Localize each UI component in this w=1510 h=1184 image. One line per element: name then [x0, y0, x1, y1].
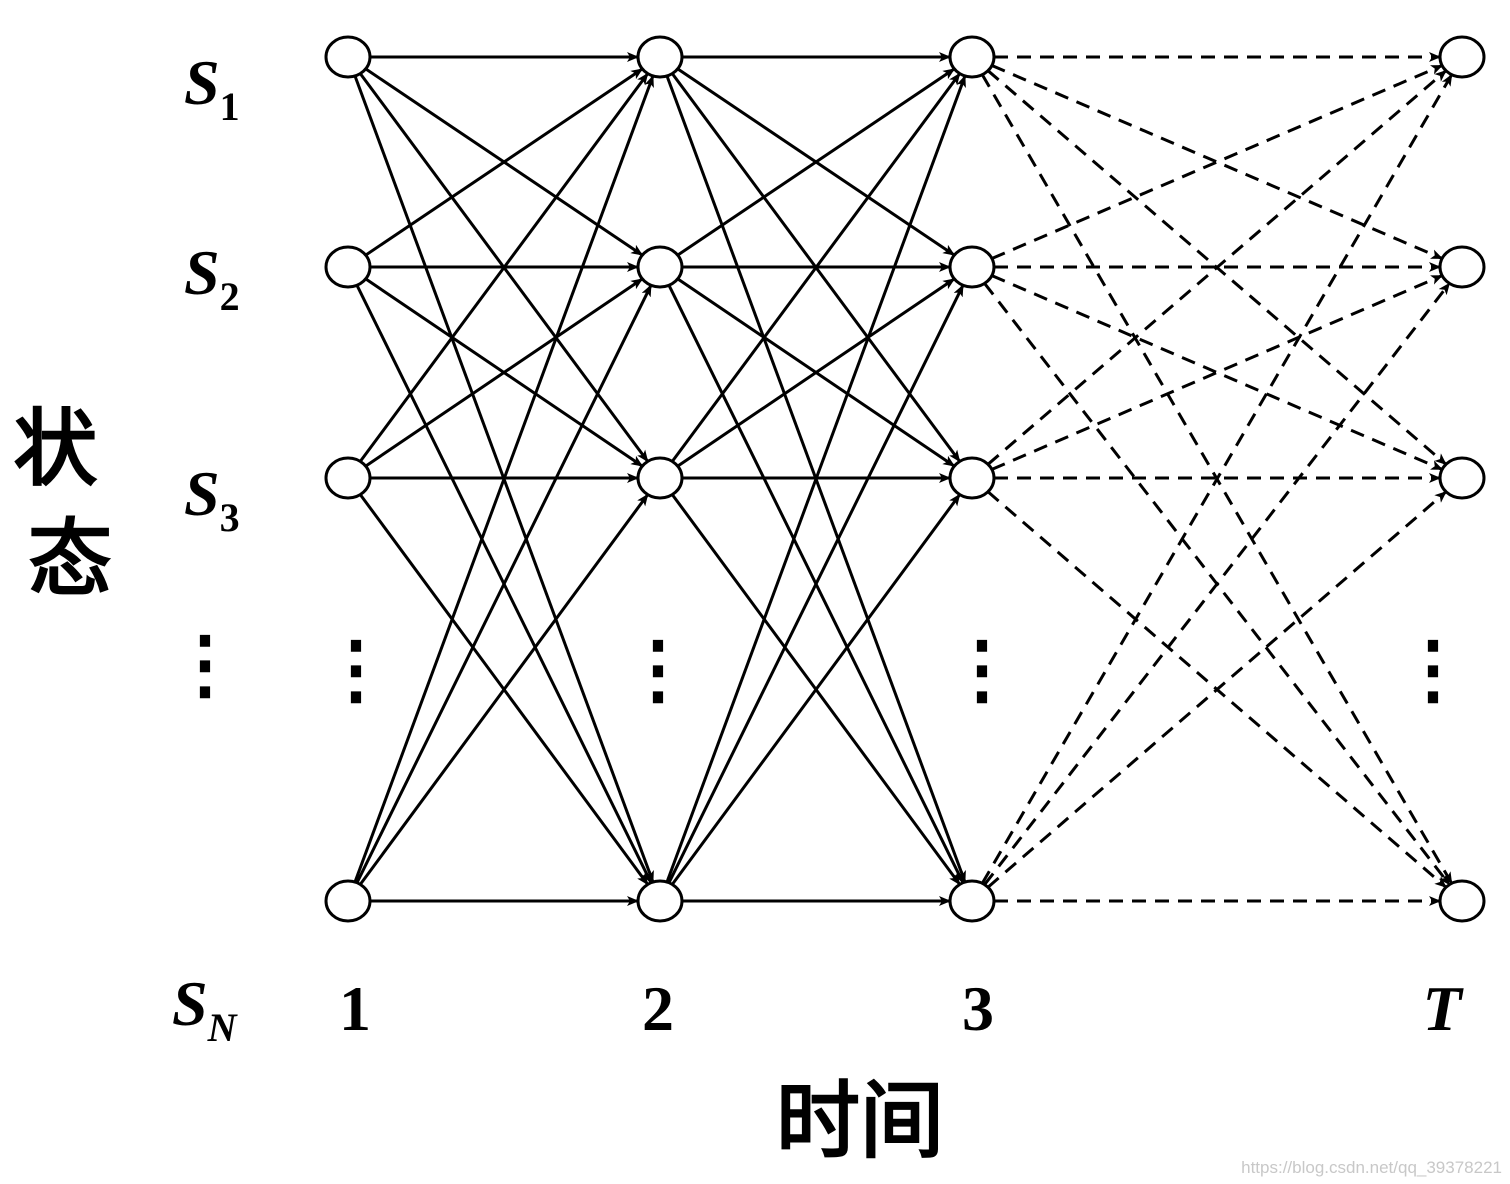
- edge-t3-s2-to-tT-s1: [991, 64, 1444, 260]
- edge-t1-s3-to-t2-s1: [359, 72, 649, 463]
- edge-t1-sn-to-t2-s1: [353, 75, 655, 883]
- ellipsis-time-1: ⋮: [318, 628, 394, 712]
- ellipsis-time-2: ⋮: [620, 628, 696, 712]
- state-label-sn: SN: [172, 968, 239, 1050]
- node-tT-sn: [1438, 879, 1486, 923]
- edge-t2-sn-to-t3-s2: [667, 284, 965, 884]
- ellipsis-time-t: ⋮: [1395, 628, 1471, 712]
- edge-t3-sn-to-tT-s3: [987, 490, 1447, 889]
- y-axis-label-char-1: 状: [13, 400, 98, 498]
- node-tT-s1: [1438, 35, 1486, 79]
- x-axis-label: 时间: [776, 1072, 944, 1170]
- ellipsis-time-3: ⋮: [944, 628, 1020, 712]
- node-t2-s1: [636, 35, 684, 79]
- watermark-url: https://blog.csdn.net/qq_39378221: [1241, 1158, 1502, 1177]
- node-t2-sn: [636, 879, 684, 923]
- node-tT-s2: [1438, 245, 1486, 289]
- edge-t2-s2-to-t3-s1: [676, 67, 956, 257]
- state-label-s1: S1: [184, 47, 240, 129]
- node-t1-s1: [324, 35, 372, 79]
- edge-t3-sn-to-tT-s2: [983, 282, 1451, 886]
- edge-t3-s1-to-tT-s2: [991, 64, 1444, 260]
- time-label-2: 2: [642, 973, 674, 1044]
- node-t3-sn: [948, 879, 996, 923]
- node-t1-sn: [324, 879, 372, 923]
- edge-t3-s3-to-tT-s1: [987, 69, 1447, 466]
- ellipsis-states-column: ⋮: [167, 623, 243, 707]
- node-t3-s1: [948, 35, 996, 79]
- edge-t2-sn-to-t3-s3: [671, 493, 961, 886]
- node-t2-s2: [636, 245, 684, 289]
- node-t2-s3: [636, 456, 684, 500]
- state-label-s2: S2: [184, 237, 240, 319]
- edge-t3-sn-to-tT-s1: [981, 73, 1453, 885]
- edge-t2-s3-to-t3-s2: [676, 277, 956, 468]
- node-t3-s3: [948, 456, 996, 500]
- node-tT-s3: [1438, 456, 1486, 500]
- edge-t1-sn-to-t2-s3: [359, 493, 649, 886]
- edge-t2-sn-to-t3-s1: [665, 75, 967, 883]
- state-label-s3: S3: [184, 458, 240, 540]
- edge-t2-s3-to-t3-s1: [671, 72, 961, 463]
- edge-t3-s3-to-tT-s2: [991, 274, 1444, 471]
- time-label-t: T: [1422, 973, 1464, 1044]
- node-t1-s2: [324, 245, 372, 289]
- node-t1-s3: [324, 456, 372, 500]
- edge-t1-sn-to-t2-s2: [355, 284, 653, 884]
- time-label-1: 1: [339, 973, 371, 1044]
- edge-t1-s2-to-t2-s1: [364, 67, 644, 257]
- transition-edges: [353, 52, 1453, 906]
- node-t3-s2: [948, 245, 996, 289]
- time-label-3: 3: [962, 973, 994, 1044]
- state-nodes: [324, 35, 1486, 923]
- y-axis-label: 状 态: [13, 400, 126, 608]
- edge-t3-s2-to-tT-s3: [991, 274, 1444, 471]
- edge-t1-s3-to-t2-s2: [364, 277, 644, 468]
- y-axis-label-char-2: 态: [28, 510, 112, 608]
